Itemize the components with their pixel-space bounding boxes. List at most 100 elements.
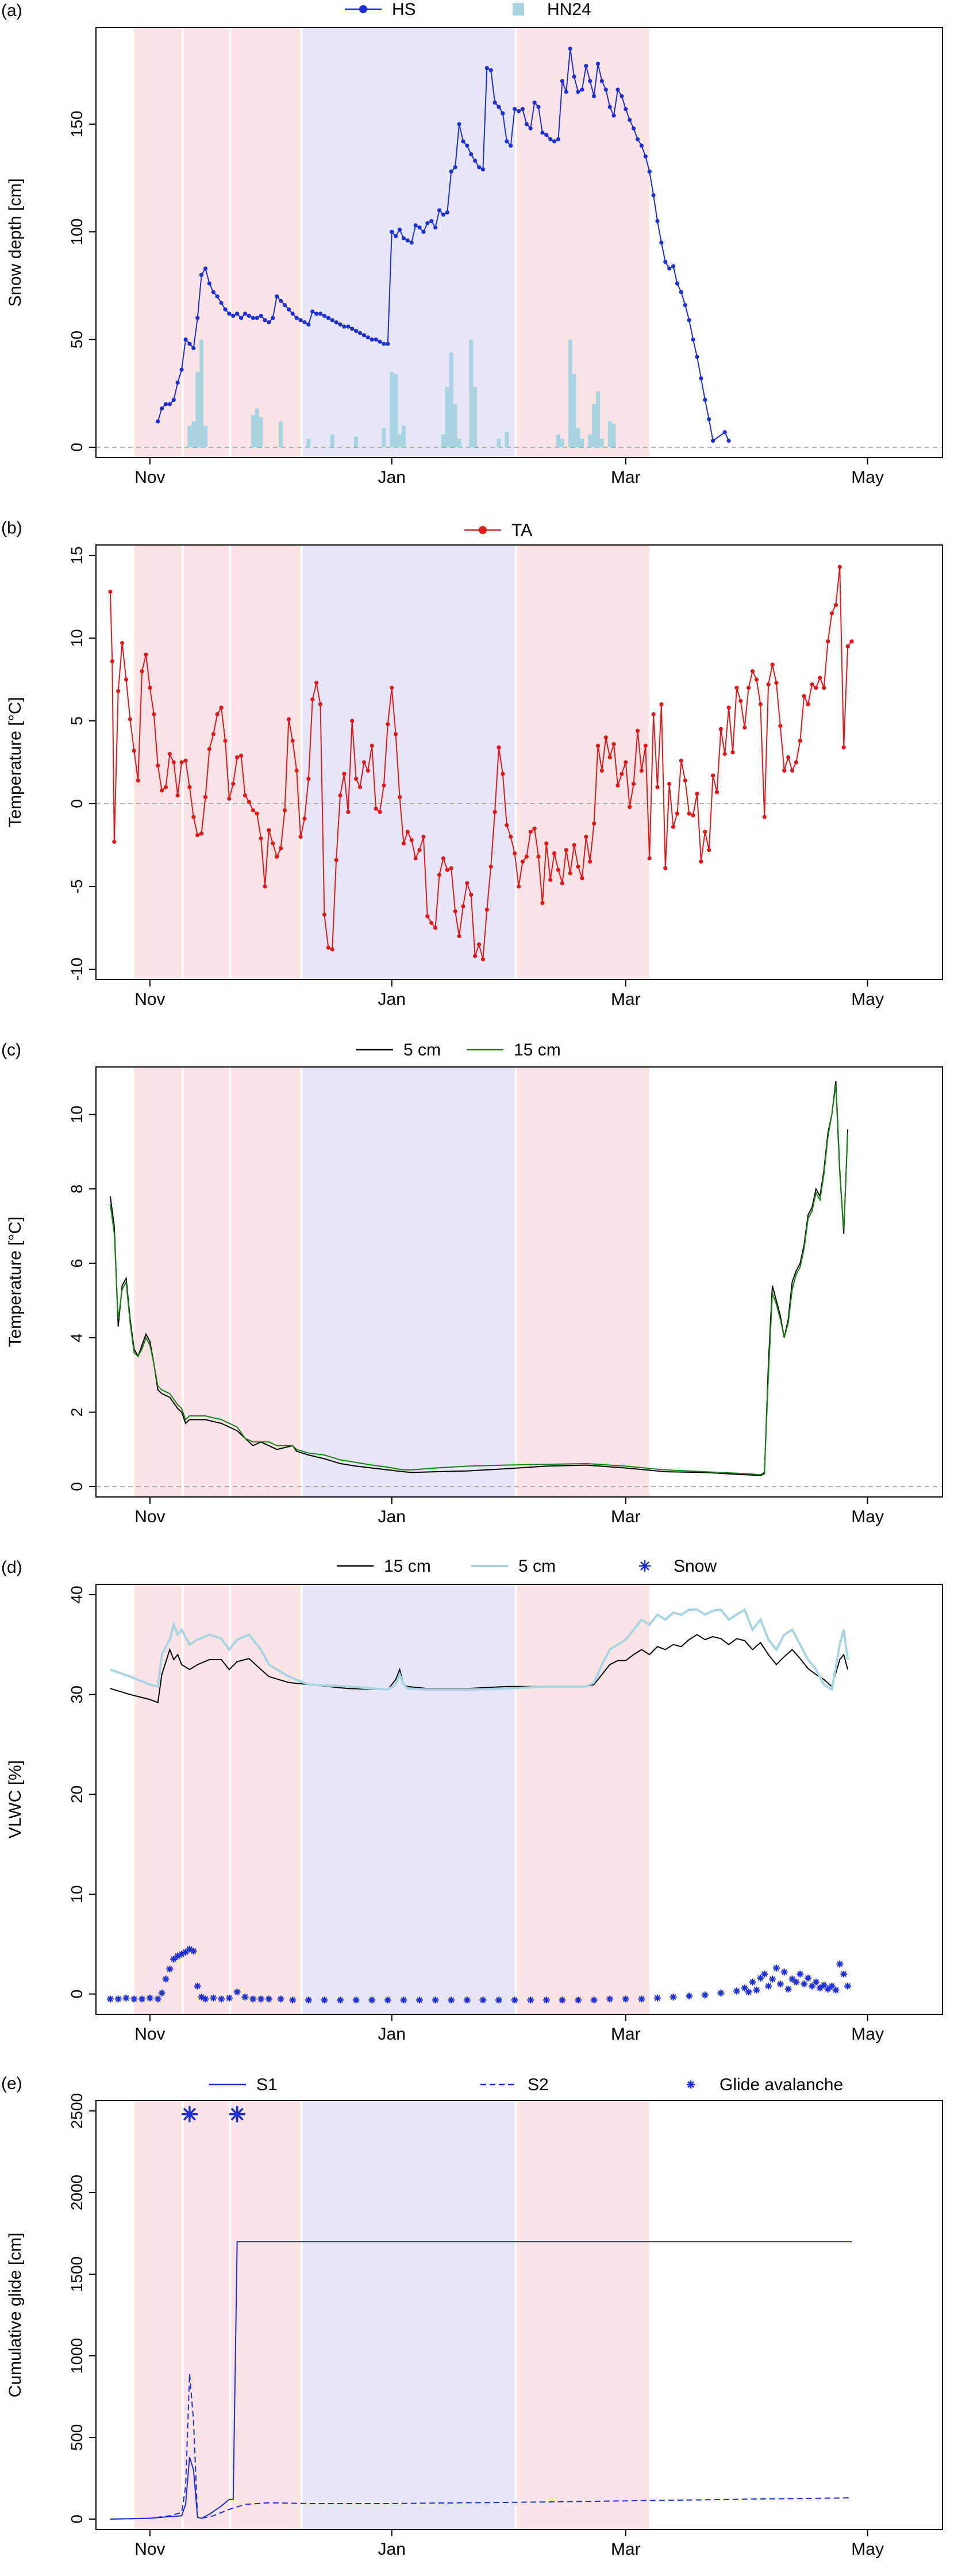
bar	[457, 439, 461, 447]
y-axis-label: Temperature [°C]	[6, 697, 25, 827]
point	[449, 169, 453, 174]
point	[742, 725, 747, 730]
point	[572, 74, 576, 79]
point	[695, 355, 699, 359]
point	[788, 1975, 796, 1983]
y-tick-label: 15	[68, 546, 86, 564]
point	[778, 724, 783, 728]
point	[401, 236, 406, 241]
point	[223, 738, 228, 743]
shaded-period-5	[517, 546, 650, 979]
point	[187, 785, 192, 789]
x-tick-label: Mar	[611, 2540, 641, 2559]
point	[651, 193, 656, 198]
point	[812, 1978, 820, 1986]
point	[152, 712, 156, 717]
point	[620, 94, 624, 98]
point	[588, 859, 593, 864]
point	[386, 341, 390, 346]
point	[699, 859, 703, 864]
point	[607, 755, 612, 759]
point	[166, 1965, 174, 1973]
point	[441, 856, 446, 861]
point	[524, 122, 529, 126]
point	[437, 873, 442, 877]
point	[219, 301, 224, 305]
point	[717, 1989, 725, 1997]
shaded-period-5	[517, 2101, 650, 2529]
y-tick-label: 0	[68, 799, 86, 808]
bar	[187, 425, 192, 447]
point	[691, 337, 695, 342]
y-tick-label: 1000	[68, 2338, 86, 2374]
point	[263, 884, 267, 889]
point	[167, 752, 172, 757]
series-glide-avalanche	[181, 2106, 245, 2122]
point	[516, 109, 521, 114]
point	[722, 430, 727, 435]
point	[397, 227, 402, 232]
bar	[401, 425, 406, 447]
legend: HS HN24	[345, 0, 591, 19]
point	[511, 1997, 518, 2004]
point	[469, 892, 474, 897]
point	[463, 1997, 471, 2004]
point	[199, 272, 204, 277]
panel-label: (d)	[1, 1558, 22, 1577]
point	[488, 864, 493, 869]
point	[493, 100, 497, 105]
point	[302, 320, 307, 325]
plot-frame	[95, 2100, 943, 2530]
shaded-period-4	[302, 1068, 515, 1496]
point	[559, 1997, 566, 2004]
point	[271, 841, 275, 846]
point	[302, 816, 307, 821]
point	[707, 848, 711, 853]
point	[186, 1945, 193, 1953]
point	[714, 790, 720, 794]
point	[370, 337, 374, 342]
shaded-period-1	[134, 1068, 182, 1496]
point	[282, 303, 287, 308]
shaded-period-4	[302, 546, 515, 979]
point	[461, 904, 465, 909]
point	[229, 2106, 245, 2122]
point	[394, 732, 398, 736]
point	[326, 945, 330, 950]
point	[710, 773, 715, 778]
point	[524, 854, 529, 859]
x-tick-label: Jan	[378, 468, 406, 487]
point	[352, 1997, 360, 2004]
point	[322, 313, 327, 318]
point	[745, 1988, 752, 1996]
point	[249, 1995, 257, 2003]
point	[797, 1970, 804, 1978]
point	[225, 1994, 233, 2002]
shaded-period-3	[231, 1068, 301, 1496]
point	[271, 316, 275, 320]
y-tick-label: -5	[68, 880, 86, 894]
y-tick-label: 2	[68, 1408, 86, 1417]
point	[448, 1997, 455, 2004]
point	[635, 137, 640, 141]
point	[520, 859, 525, 864]
point	[417, 848, 422, 853]
point	[798, 738, 802, 743]
point	[671, 264, 676, 268]
point	[259, 836, 263, 841]
point	[278, 298, 283, 303]
point	[413, 223, 418, 228]
point	[532, 100, 537, 105]
point	[516, 884, 521, 889]
bar	[588, 434, 593, 447]
point	[400, 1997, 407, 2004]
point	[659, 702, 664, 707]
y-tick-label: 100	[68, 218, 86, 245]
point	[473, 954, 478, 958]
point	[227, 796, 232, 801]
y-tick-label: 2500	[68, 2093, 86, 2129]
point	[568, 47, 572, 51]
point	[199, 831, 204, 836]
point	[513, 851, 517, 855]
point	[453, 165, 457, 170]
